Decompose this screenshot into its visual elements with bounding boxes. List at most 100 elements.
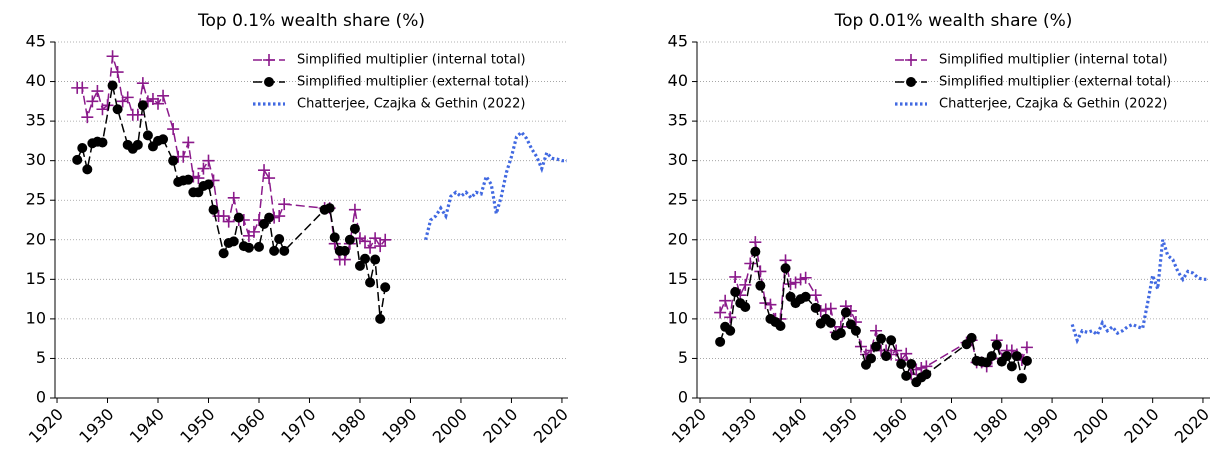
x-tick-label: 2000	[1070, 405, 1112, 447]
legend-label: Chatterjee, Czajka & Gethin (2022)	[939, 97, 1167, 112]
marker	[749, 236, 762, 249]
marker	[789, 276, 802, 289]
marker	[208, 204, 219, 215]
legend-label: Simplified multiplier (external total)	[297, 75, 529, 90]
x-tick-label: 1930	[75, 405, 117, 447]
marker	[1021, 355, 1032, 366]
marker	[101, 99, 114, 112]
legend-marker	[905, 54, 917, 66]
marker	[142, 130, 153, 141]
legend-marker	[264, 77, 274, 87]
legend-label: Simplified multiplier (internal total)	[297, 53, 526, 68]
x-tick-label: 1920	[668, 405, 710, 447]
x-tick-label: 1940	[126, 405, 168, 447]
marker	[227, 191, 240, 204]
x-tick-label: 1980	[328, 405, 370, 447]
legend-label: Chatterjee, Czajka & Gethin (2022)	[297, 97, 525, 112]
marker	[794, 273, 807, 286]
marker	[1016, 373, 1027, 384]
marker	[339, 245, 350, 256]
marker	[881, 351, 892, 362]
marker	[269, 245, 280, 256]
marker	[890, 344, 903, 357]
marker	[183, 174, 194, 185]
x-tick-label: 2010	[1120, 405, 1162, 447]
x-tick-label: 1950	[176, 405, 218, 447]
panel: Top 0.1% wealth share (%) 0 5 10 15 20 25 30 35 4…	[25, 11, 572, 447]
marker	[202, 154, 215, 167]
x-tick-label: 1970	[919, 405, 961, 447]
marker	[243, 242, 254, 253]
marker	[106, 50, 119, 63]
marker	[353, 232, 366, 245]
y-tick-label: 5	[678, 348, 688, 367]
marker	[76, 81, 89, 94]
y-tick-label: 30	[26, 150, 46, 169]
marker	[800, 291, 811, 302]
y-tick-label: 35	[26, 111, 46, 130]
series-line	[1070, 239, 1208, 345]
x-tick-label: 1930	[718, 405, 760, 447]
y-tick-label: 35	[668, 111, 688, 130]
y-tick-label: 10	[668, 308, 688, 327]
marker	[886, 335, 897, 346]
marker	[370, 254, 381, 265]
x-tick-label: 2000	[429, 405, 471, 447]
marker	[81, 111, 94, 124]
legend-label: Simplified multiplier (internal total)	[939, 53, 1168, 68]
marker	[380, 282, 391, 293]
y-tick-label: 30	[668, 150, 688, 169]
marker	[264, 212, 275, 223]
x-tick-label: 1920	[25, 405, 67, 447]
series-line	[76, 85, 386, 320]
marker	[876, 333, 887, 344]
marker	[824, 302, 837, 315]
marker	[744, 257, 757, 270]
y-tick-label: 15	[26, 269, 46, 288]
marker	[192, 172, 205, 185]
marker	[222, 215, 235, 228]
y-tick-label: 20	[668, 229, 688, 248]
marker	[132, 139, 143, 150]
marker	[784, 278, 797, 291]
marker	[754, 265, 767, 278]
marker	[799, 271, 812, 284]
marker	[921, 369, 932, 380]
marker	[218, 248, 229, 259]
marker	[247, 225, 260, 238]
marker	[228, 236, 239, 247]
marker	[121, 91, 134, 104]
marker	[152, 97, 165, 110]
marker	[729, 270, 742, 283]
x-tick-label: 1940	[768, 405, 810, 447]
marker	[273, 210, 286, 223]
marker	[177, 150, 190, 163]
marker	[719, 294, 732, 307]
marker	[730, 286, 741, 297]
marker	[870, 324, 883, 337]
chart-title: Top 0.01% wealth share (%)	[834, 11, 1073, 31]
marker	[91, 85, 104, 98]
y-tick-label: 45	[26, 32, 46, 51]
legend-marker	[906, 77, 916, 87]
x-tick-label: 1960	[227, 405, 269, 447]
marker	[364, 241, 377, 254]
marker	[82, 164, 93, 175]
y-tick-label: 0	[678, 388, 688, 407]
marker	[182, 136, 195, 149]
marker	[279, 245, 290, 256]
marker	[896, 358, 907, 369]
marker	[107, 80, 118, 91]
y-tick-label: 20	[26, 229, 46, 248]
marker	[714, 306, 727, 319]
marker	[1001, 351, 1012, 362]
marker	[112, 104, 123, 115]
y-tick-label: 25	[668, 190, 688, 209]
marker	[258, 164, 271, 177]
panel: Top 0.01% wealth share (%) 0 5 10 15 20 25 30 35…	[668, 11, 1213, 447]
marker	[866, 353, 877, 364]
marker	[375, 313, 386, 324]
marker	[991, 339, 1002, 350]
marker	[348, 203, 361, 216]
